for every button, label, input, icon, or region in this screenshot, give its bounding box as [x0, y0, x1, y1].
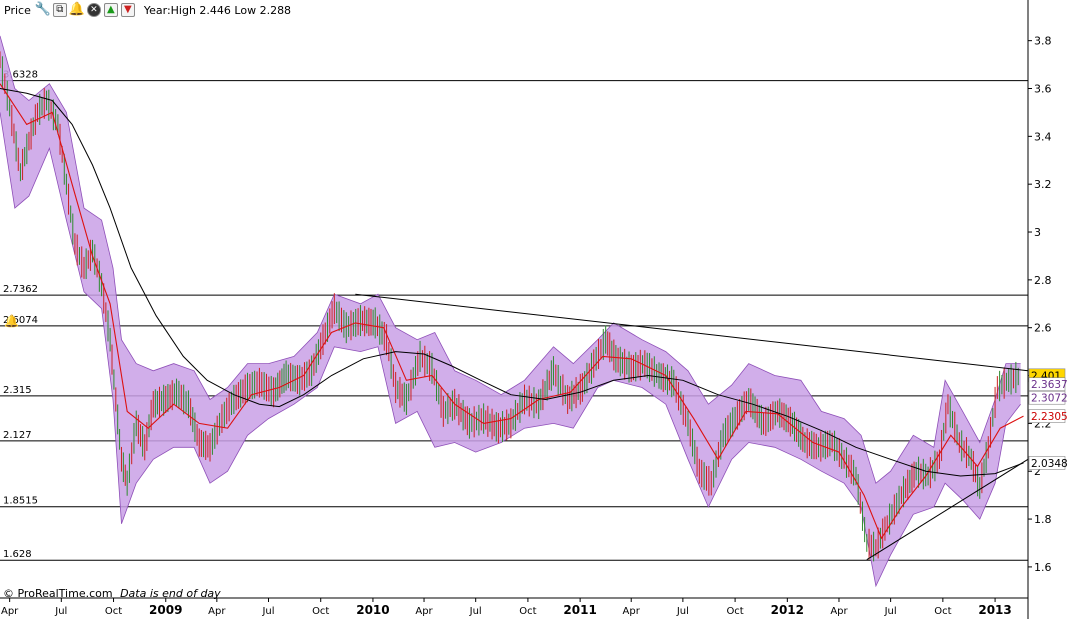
- price-tag: 2.3637: [1028, 377, 1068, 392]
- move-up-icon[interactable]: ▲: [103, 3, 118, 17]
- credit-line: © ProRealTime.com Data is end of day: [3, 587, 221, 600]
- level-label: 2.7362: [3, 284, 38, 295]
- x-tick-label: Oct: [312, 606, 329, 617]
- x-tick-label: Apr: [415, 606, 433, 617]
- windows-icon[interactable]: ⧉: [52, 3, 67, 17]
- x-tick-label: Oct: [519, 606, 536, 617]
- y-tick-label: 3.8: [1034, 35, 1052, 48]
- x-tick-label: Jul: [261, 606, 274, 617]
- y-axis-bg: [1029, 0, 1069, 619]
- x-tick-label: Apr: [1, 606, 19, 617]
- data-note: Data is end of day: [120, 587, 221, 600]
- y-tick-label: 2.6: [1034, 322, 1052, 335]
- x-tick-label: Apr: [208, 606, 226, 617]
- y-tick-label: 2.8: [1034, 274, 1052, 287]
- y-tick-label: 1.6: [1034, 561, 1052, 574]
- price-tag: 2.2305: [1028, 409, 1068, 423]
- price-tag-box: [1028, 456, 1066, 470]
- trendlines: [355, 293, 1029, 561]
- x-tick-label: Oct: [934, 606, 951, 617]
- moving-average-long-line: [0, 88, 1024, 477]
- envelope-band: [0, 35, 1021, 588]
- price-tag-box: [1028, 377, 1066, 392]
- x-tick-label: Jul: [884, 606, 897, 617]
- x-tick-label: Jul: [676, 606, 689, 617]
- price-tag: 2.0348: [1028, 456, 1068, 470]
- x-tick-label: Oct: [726, 606, 743, 617]
- close-icon[interactable]: ✕: [86, 3, 101, 17]
- price-tag-box: [1028, 390, 1066, 405]
- panel-title: Price: [4, 3, 31, 17]
- moving-average-short-line: [0, 83, 1024, 540]
- price-tag: 2.3072: [1028, 390, 1068, 405]
- x-tick-label: Oct: [105, 606, 122, 617]
- y-tick-label: 3.6: [1034, 83, 1052, 96]
- band-upper-line: [0, 35, 1021, 484]
- alert-bell-icon[interactable]: 🔔: [4, 314, 19, 328]
- price-tag-text: 2.0348: [1031, 458, 1068, 470]
- y-tick-label: 2: [1034, 465, 1041, 478]
- level-label: 2.6074: [3, 315, 38, 326]
- x-tick-label: 2009: [149, 603, 182, 617]
- resistance-trendline: [355, 293, 1029, 372]
- level-label: 3.6328: [3, 70, 38, 81]
- x-tick-label: Jul: [469, 606, 482, 617]
- y-tick-label: 3.2: [1034, 178, 1052, 191]
- level-label: 2.315: [3, 385, 32, 396]
- x-tick-label: 2013: [978, 603, 1011, 617]
- chart-toolbar: Price 🔧 ⧉ 🔔 ✕ ▲ ▼ Year:High 2.446 Low 2.…: [0, 0, 1028, 20]
- move-down-icon[interactable]: ▼: [120, 3, 135, 17]
- x-tick-label: Jul: [54, 606, 67, 617]
- y-tick-label: 1.8: [1034, 513, 1052, 526]
- y-tick-label: 3.4: [1034, 130, 1052, 143]
- bell-icon[interactable]: 🔔: [68, 2, 85, 17]
- level-label: 2.127: [3, 430, 32, 441]
- year-high-low: Year:High 2.446 Low 2.288: [143, 3, 292, 17]
- price-tag-text: 2.2305: [1031, 411, 1068, 423]
- series-lines: [0, 51, 1024, 562]
- x-tick-label: 2012: [771, 603, 804, 617]
- level-label: 1.628: [3, 549, 32, 560]
- y-tick-label: 3: [1034, 226, 1041, 239]
- x-tick-label: 2011: [563, 603, 596, 617]
- price-bars: [0, 51, 1019, 562]
- price-tag-box: [1028, 409, 1066, 423]
- level-label: 1.8515: [3, 496, 38, 507]
- band-lower-line: [0, 112, 1021, 588]
- price-tag-text: 2.3072: [1031, 393, 1068, 405]
- price-tag-text: 2.3637: [1031, 379, 1068, 391]
- x-tick-label: Apr: [623, 606, 641, 617]
- wrench-icon[interactable]: 🔧: [34, 2, 51, 17]
- support-trendline: [866, 458, 1029, 561]
- x-tick-label: Apr: [830, 606, 848, 617]
- copyright-text: © ProRealTime.com: [3, 587, 113, 600]
- x-tick-label: 2010: [356, 603, 389, 617]
